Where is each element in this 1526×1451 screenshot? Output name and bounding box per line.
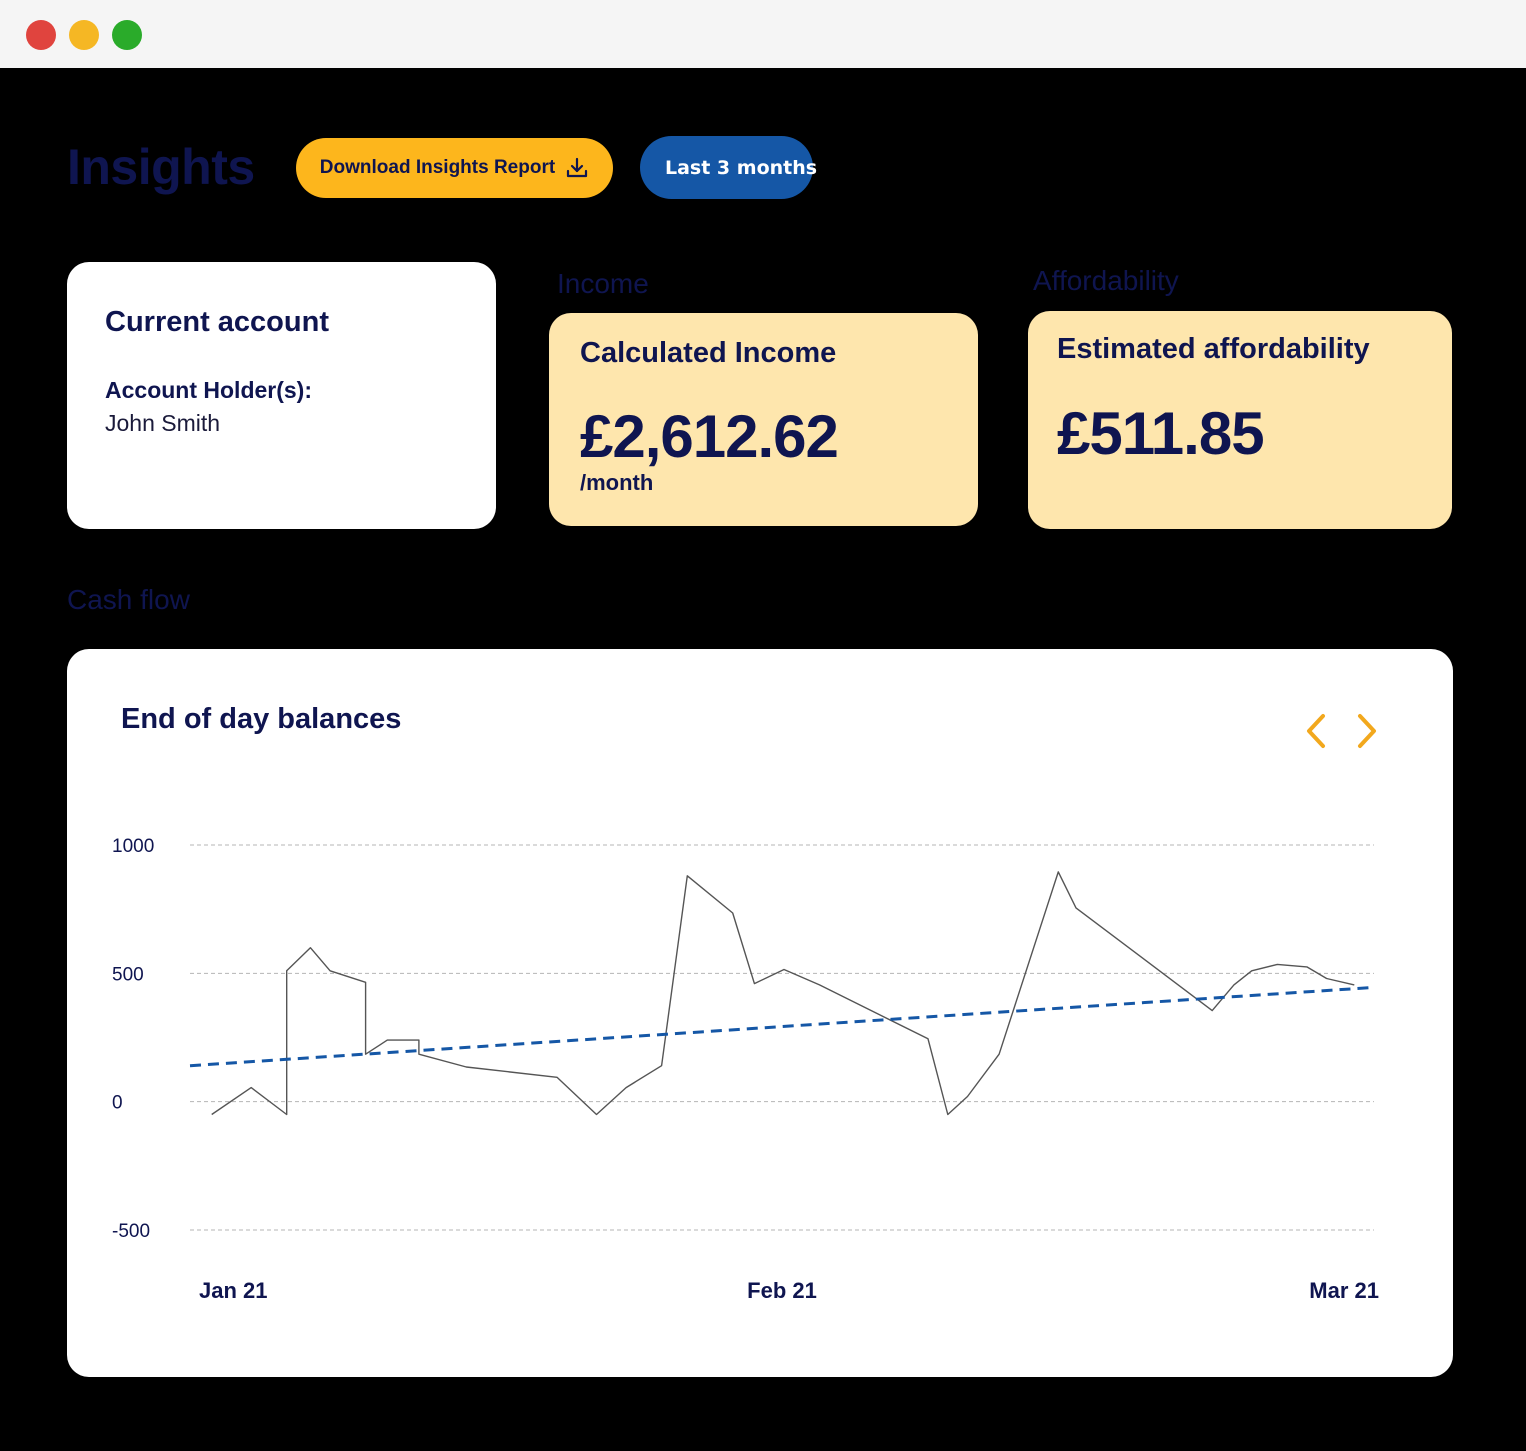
account-card-title: Current account [105,306,329,338]
x-tick-label: Jan 21 [199,1278,268,1303]
page-title: Insights [67,139,255,195]
chart-next-button[interactable] [1346,711,1386,751]
chart-title: End of day balances [121,703,402,735]
download-button-label: Download Insights Report [319,157,556,178]
x-tick-label: Mar 21 [1309,1278,1379,1303]
income-card-title: Calculated Income [580,337,837,369]
account-holder-label: Account Holder(s): [105,377,312,403]
balance-line [211,871,1355,1116]
affordability-amount: £511.85 [1057,400,1265,467]
balance-chart: 1000 500 0 -500 Jan 21 Feb 21 Mar 21 [112,836,1379,1303]
income-section-label: Income [557,268,649,299]
period-label: Last 3 months [665,156,818,179]
y-tick-label: 1000 [112,836,154,857]
chevron-right-icon [1358,714,1376,748]
affordability-section-label: Affordability [1033,265,1179,296]
income-period: /month [580,470,654,495]
close-window-button[interactable] [26,20,56,50]
y-tick-label: -500 [112,1221,150,1242]
account-holder-value: John Smith [105,410,221,436]
chevron-left-icon [1307,714,1325,748]
trend-line [189,985,1375,1068]
y-tick-label: 0 [112,1093,123,1114]
window-titlebar [0,0,1526,68]
maximize-window-button[interactable] [112,20,142,50]
end-of-day-balances-card: 1000 500 0 -500 Jan 21 Feb 21 Mar 21 End of da… [67,649,1453,1377]
y-tick-label: 500 [112,964,144,985]
cash-flow-section-label: Cash flow [67,584,190,615]
download-icon [567,157,588,178]
download-insights-report-button[interactable]: Download Insights Report [296,138,613,198]
x-tick-label: Feb 21 [747,1278,817,1303]
affordability-card-title: Estimated affordability [1057,333,1370,365]
minimize-window-button[interactable] [69,20,99,50]
period-selector-button[interactable]: Last 3 months [640,136,817,199]
income-amount: £2,612.62 [580,403,839,470]
current-account-card: Current account Account Holder(s): John … [67,262,496,529]
estimated-affordability-card: Estimated affordability £511.85 [1028,311,1452,529]
chart-previous-button[interactable] [1297,711,1337,751]
calculated-income-card: Calculated Income £2,612.62 /month [549,313,978,526]
